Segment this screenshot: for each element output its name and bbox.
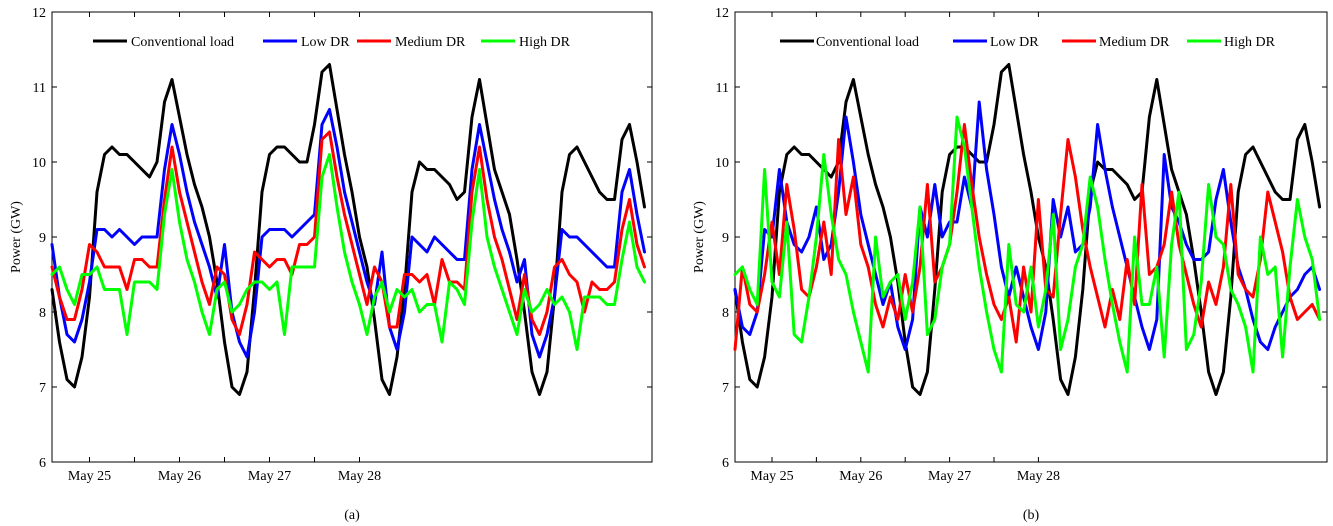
x-tick-label: May 26 — [158, 469, 201, 484]
series-line-conventional-load — [733, 63, 1322, 396]
y-tick-label: 11 — [33, 81, 46, 96]
plot-frame-b — [734, 11, 1328, 463]
legend-label-medium-dr: Medium DR — [395, 35, 466, 50]
x-tick-label: May 26 — [839, 469, 882, 484]
chart-panel-a: 6 7 8 9 10 11 12 May 25 May 26 May 27 May 28 Conve… — [9, 6, 653, 523]
series-line-high-dr — [733, 115, 1322, 374]
x-tick-label: May 25 — [750, 469, 793, 484]
x-tick-label: May 27 — [248, 469, 291, 484]
legend-label-medium-dr: Medium DR — [1099, 35, 1170, 50]
series-line-medium-dr — [50, 130, 646, 336]
x-tick-label: May 25 — [68, 469, 111, 484]
x-tick-label: May 27 — [928, 469, 971, 484]
y-tick-label: 12 — [715, 6, 729, 21]
y-tick-label: 9 — [722, 231, 729, 246]
legend-label-conventional-load: Conventional load — [131, 35, 234, 50]
legend-b: Conventional load Low DR Medium DR High … — [780, 35, 1276, 50]
y-tick-label: 8 — [39, 306, 46, 321]
y-tick-label: 10 — [715, 156, 729, 171]
y-tick-label: 10 — [32, 156, 46, 171]
y-axis-title-a: Power (GW) — [9, 201, 24, 273]
legend-label-low-dr: Low DR — [990, 35, 1039, 50]
legend-label-conventional-load: Conventional load — [816, 35, 919, 50]
series-group-a — [50, 63, 646, 396]
legend-label-high-dr: High DR — [519, 35, 571, 50]
y-tick-label: 9 — [39, 231, 46, 246]
panel-label-b: (b) — [1023, 508, 1040, 523]
panel-label-a: (a) — [344, 508, 360, 523]
y-tick-label: 7 — [39, 381, 46, 396]
x-tick-label: May 28 — [338, 469, 381, 484]
y-tick-label: 6 — [39, 456, 46, 471]
y-axis-title-b: Power (GW) — [692, 201, 707, 273]
y-tick-label: 7 — [722, 381, 729, 396]
chart-panel-b: 6 7 8 9 10 11 12 May 25 May 26 May 27 May 28 Conve… — [692, 6, 1328, 523]
legend-label-high-dr: High DR — [1224, 35, 1276, 50]
y-tick-label: 11 — [716, 81, 729, 96]
y-tick-label: 6 — [722, 456, 729, 471]
x-tick-label: May 28 — [1017, 469, 1060, 484]
axes-b: 6 7 8 9 10 11 12 May 25 May 26 May 27 May 28 — [715, 6, 1327, 484]
series-line-conventional-load — [50, 63, 646, 396]
legend-label-low-dr: Low DR — [301, 35, 350, 50]
legend-a: Conventional load Low DR Medium DR High … — [93, 35, 571, 50]
y-tick-label: 8 — [722, 306, 729, 321]
series-line-low-dr — [50, 108, 646, 359]
axes-a: 6 7 8 9 10 11 12 May 25 May 26 May 27 May 28 — [32, 6, 652, 484]
series-group-b — [733, 63, 1322, 396]
y-tick-label: 12 — [32, 6, 46, 21]
series-line-high-dr — [50, 153, 646, 351]
